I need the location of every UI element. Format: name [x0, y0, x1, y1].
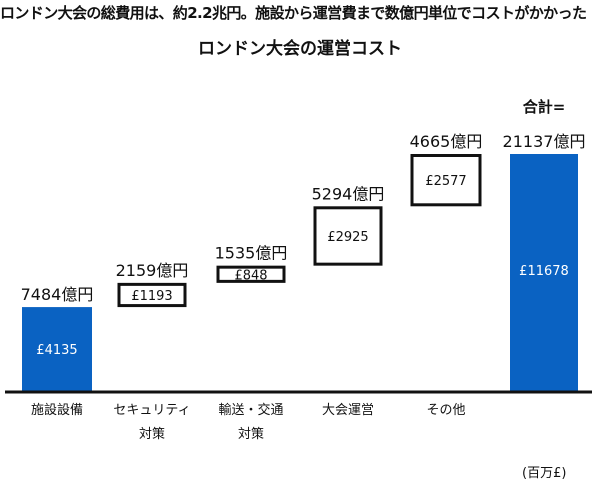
yen-label: 5294億円	[312, 184, 385, 203]
category-label: 大会運営	[322, 403, 374, 418]
cost-bar	[510, 154, 578, 391]
yen-label: 4665億円	[410, 132, 483, 151]
value-label: £2577	[425, 174, 466, 189]
category-label: 施設設備	[31, 402, 83, 418]
yen-label: 21137億円	[503, 132, 586, 151]
category-label: セキュリティ	[113, 403, 190, 418]
category-label: その他	[426, 403, 465, 418]
value-label: £4135	[36, 343, 77, 358]
yen-label: 2159億円	[116, 261, 189, 280]
yen-label: 1535億円	[215, 244, 288, 263]
value-label: £1193	[131, 289, 172, 304]
value-label: £11678	[519, 264, 569, 279]
total-label: 合計=	[522, 98, 566, 116]
cost-bar	[22, 307, 92, 391]
cost-box	[117, 282, 187, 308]
cost-box	[410, 154, 482, 207]
category-label: 輸送・交通	[218, 402, 283, 418]
headline: ロンドン大会の総費用は、約2.2兆円。施設から運営費まで数億円単位でコストがかか…	[0, 4, 587, 22]
category-label: 対策	[238, 426, 264, 442]
category-label: 対策	[139, 426, 165, 442]
yen-label: 7484億円	[21, 285, 94, 304]
value-label: £848	[234, 268, 267, 283]
cost-box	[216, 265, 286, 283]
cost-box	[313, 206, 383, 266]
value-label: £2925	[327, 230, 368, 245]
chart-title: ロンドン大会の運営コスト	[198, 39, 402, 59]
unit-label: (百万£)	[522, 466, 567, 481]
